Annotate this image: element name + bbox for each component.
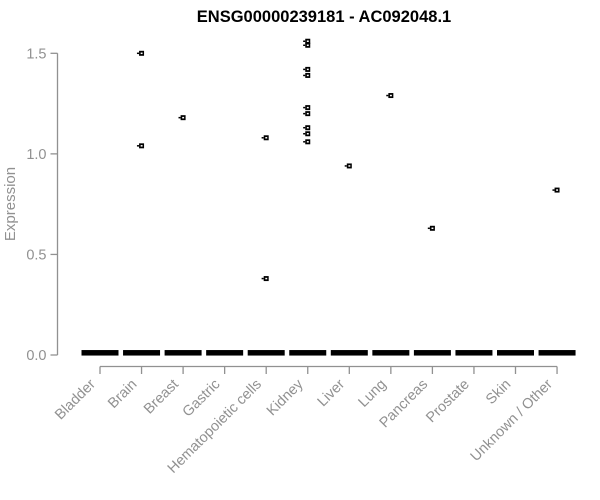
zero-median-bar bbox=[413, 350, 451, 356]
y-tick-label: 0.0 bbox=[26, 348, 46, 364]
category-data-group bbox=[538, 187, 576, 356]
x-category-label: Lung bbox=[356, 377, 390, 411]
zero-median-bar bbox=[247, 350, 285, 356]
x-category-label: Bladder bbox=[52, 376, 99, 423]
zero-median-bar bbox=[497, 350, 534, 356]
outlier-marker bbox=[303, 105, 311, 111]
outlier-marker-center bbox=[265, 137, 268, 139]
x-category-label: Liver bbox=[315, 376, 349, 410]
chart-title: ENSG00000239181 - AC092048.1 bbox=[197, 8, 451, 26]
zero-median-bar bbox=[330, 350, 368, 356]
outlier-marker-center bbox=[348, 165, 351, 167]
outlier-marker-center bbox=[306, 126, 309, 129]
outlier-marker bbox=[344, 163, 352, 169]
y-tick-label: 1.0 bbox=[26, 147, 46, 163]
outlier-marker-center bbox=[306, 112, 309, 115]
outlier-marker-center bbox=[389, 94, 392, 97]
zero-median-bar bbox=[289, 350, 327, 356]
zero-median-bar bbox=[206, 350, 244, 356]
zero-median-bar bbox=[538, 350, 576, 356]
y-axis-title: Expression bbox=[2, 167, 19, 241]
zero-median-bar bbox=[372, 350, 410, 356]
zero-median-bar bbox=[81, 350, 119, 356]
outlier-marker bbox=[261, 135, 269, 141]
x-category-label: Kidney bbox=[264, 376, 307, 419]
category-data-group bbox=[455, 350, 493, 356]
outlier-marker-center bbox=[306, 74, 309, 77]
zero-median-bar bbox=[164, 350, 202, 356]
x-category-label: Brain bbox=[105, 377, 140, 412]
outlier-marker-center bbox=[306, 141, 309, 143]
outlier-marker-center bbox=[306, 133, 309, 135]
outlier-marker bbox=[178, 115, 186, 121]
outlier-marker-center bbox=[306, 106, 309, 109]
category-data-group bbox=[330, 163, 368, 356]
outlier-marker bbox=[261, 276, 269, 282]
outlier-marker bbox=[303, 38, 311, 44]
category-data-group bbox=[81, 350, 119, 356]
x-category-label: Breast bbox=[141, 377, 182, 418]
outlier-marker-center bbox=[265, 277, 268, 280]
outlier-marker bbox=[136, 50, 145, 56]
outlier-marker-center bbox=[140, 145, 143, 147]
x-category-label: Prostate bbox=[423, 377, 472, 426]
outlier-marker bbox=[303, 66, 311, 72]
category-data-group bbox=[497, 350, 534, 356]
category-data-group bbox=[372, 93, 410, 356]
zero-median-bar bbox=[123, 350, 161, 356]
category-data-group bbox=[247, 135, 285, 356]
category-data-group bbox=[123, 50, 161, 356]
x-category-label: Skin bbox=[483, 377, 514, 408]
outlier-marker bbox=[303, 42, 311, 48]
outlier-marker bbox=[386, 93, 394, 99]
outlier-marker-center bbox=[556, 189, 559, 191]
zero-median-bar bbox=[455, 350, 493, 356]
outlier-marker bbox=[552, 187, 560, 193]
outlier-marker-center bbox=[140, 52, 143, 55]
y-tick-label: 1.5 bbox=[26, 46, 46, 62]
outlier-marker bbox=[303, 125, 311, 131]
outlier-marker bbox=[303, 72, 311, 78]
category-data-group bbox=[289, 38, 327, 356]
outlier-marker-center bbox=[182, 116, 185, 119]
outlier-marker bbox=[136, 143, 145, 149]
category-data-group bbox=[164, 115, 202, 356]
y-tick-label: 0.5 bbox=[26, 247, 46, 263]
category-data-group bbox=[206, 350, 244, 356]
category-data-group bbox=[413, 225, 451, 356]
outlier-marker-center bbox=[431, 227, 434, 230]
outlier-marker bbox=[303, 131, 311, 137]
outlier-marker-center bbox=[306, 44, 309, 47]
outlier-marker bbox=[427, 225, 435, 231]
outlier-marker bbox=[303, 139, 311, 145]
outlier-marker-center bbox=[306, 40, 309, 42]
outlier-marker bbox=[303, 111, 311, 117]
outlier-marker-center bbox=[306, 68, 309, 71]
